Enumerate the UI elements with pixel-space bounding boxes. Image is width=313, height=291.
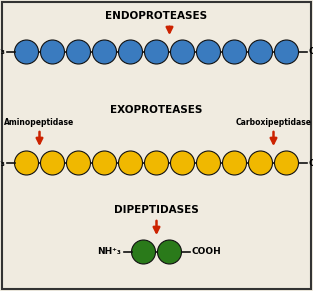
- Circle shape: [197, 151, 220, 175]
- Circle shape: [275, 151, 299, 175]
- Text: NH⁺₃: NH⁺₃: [0, 47, 4, 56]
- Circle shape: [197, 40, 220, 64]
- Circle shape: [66, 151, 90, 175]
- Text: COOH: COOH: [192, 248, 221, 256]
- Text: NH⁺₃: NH⁺₃: [98, 248, 121, 256]
- Circle shape: [14, 151, 38, 175]
- Text: ENDOPROTEASES: ENDOPROTEASES: [105, 11, 208, 21]
- Circle shape: [131, 240, 156, 264]
- Circle shape: [223, 151, 247, 175]
- Circle shape: [93, 151, 116, 175]
- Circle shape: [171, 40, 194, 64]
- Text: NH⁺₃: NH⁺₃: [0, 159, 4, 168]
- Circle shape: [119, 40, 142, 64]
- Circle shape: [275, 40, 299, 64]
- Circle shape: [40, 151, 64, 175]
- Circle shape: [249, 151, 273, 175]
- Circle shape: [93, 40, 116, 64]
- Text: Carboxipeptidase: Carboxipeptidase: [235, 118, 311, 127]
- Circle shape: [40, 40, 64, 64]
- Text: Aminopeptidase: Aminopeptidase: [4, 118, 74, 127]
- Circle shape: [223, 40, 247, 64]
- Text: EXOPROTEASES: EXOPROTEASES: [110, 105, 203, 115]
- Text: COOH: COOH: [309, 159, 313, 168]
- Circle shape: [66, 40, 90, 64]
- Circle shape: [145, 40, 168, 64]
- Circle shape: [145, 151, 168, 175]
- Circle shape: [249, 40, 273, 64]
- Circle shape: [157, 240, 182, 264]
- Circle shape: [119, 151, 142, 175]
- Text: COOH: COOH: [309, 47, 313, 56]
- Circle shape: [14, 40, 38, 64]
- Text: DIPEPTIDASES: DIPEPTIDASES: [114, 205, 199, 215]
- Circle shape: [171, 151, 194, 175]
